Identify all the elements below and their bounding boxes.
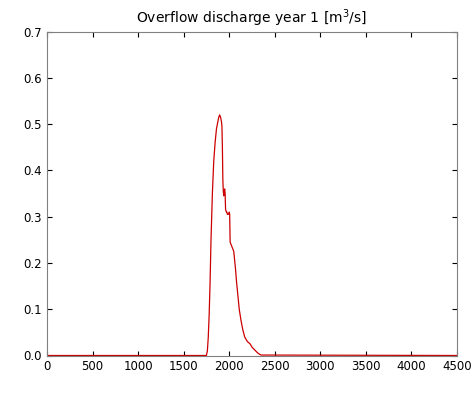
Title: Overflow discharge year 1 [m$^3$/s]: Overflow discharge year 1 [m$^3$/s] [137,8,367,29]
